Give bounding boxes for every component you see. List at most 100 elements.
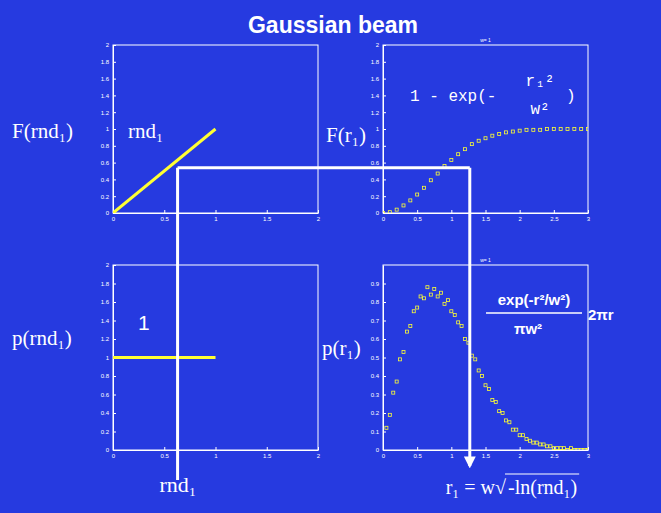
point bbox=[505, 131, 508, 134]
y-tick: 2 bbox=[376, 42, 386, 48]
x-tick-label: 1.5 bbox=[263, 453, 272, 459]
formula: r₁ = w√ bbox=[446, 476, 506, 498]
guide-line bbox=[176, 168, 179, 480]
plot-area bbox=[113, 357, 216, 358]
y-tick-label: 1 bbox=[106, 355, 110, 361]
y-tick-mark bbox=[113, 146, 116, 147]
y-tick: 0.2 bbox=[371, 410, 386, 416]
y-tick: 1.8 bbox=[101, 59, 116, 65]
y-tick-label: 1.4 bbox=[101, 318, 110, 324]
formula: -ln(rnd₁) bbox=[508, 476, 577, 499]
point bbox=[532, 441, 535, 444]
panel: 00.511.522.5300.10.20.30.40.50.60.70.80.… bbox=[371, 257, 591, 459]
y-tick-label: 0.6 bbox=[371, 336, 380, 342]
x-tick-mark bbox=[216, 447, 217, 450]
y-tick: 0.2 bbox=[371, 194, 386, 200]
x-tick-label: 1 bbox=[450, 453, 454, 459]
y-tick-mark bbox=[113, 450, 116, 451]
point bbox=[392, 391, 395, 394]
y-tick-mark bbox=[383, 302, 386, 303]
x-tick-label: 3 bbox=[587, 216, 591, 222]
point bbox=[573, 449, 576, 451]
x-tick-label: 2.5 bbox=[550, 453, 559, 459]
x-tick-mark bbox=[486, 447, 487, 450]
title: Gaussian beam bbox=[248, 12, 418, 38]
x-tick-label: 0 bbox=[112, 453, 116, 459]
y-tick-label: 2 bbox=[106, 262, 110, 268]
y-tick-mark bbox=[113, 432, 116, 433]
point bbox=[429, 293, 432, 296]
point bbox=[580, 128, 583, 131]
y-tick-label: 0.5 bbox=[371, 355, 380, 361]
y-tick: 0.4 bbox=[101, 177, 116, 183]
y-tick-label: 1.6 bbox=[101, 76, 110, 82]
x-tick-label: 0 bbox=[382, 216, 386, 222]
y-tick-mark bbox=[113, 179, 116, 180]
y-tick-mark bbox=[113, 79, 116, 80]
y-tick: 0.8 bbox=[101, 143, 116, 149]
x-tick: 0.5 bbox=[161, 210, 170, 222]
point bbox=[569, 447, 572, 450]
y-tick: 1.6 bbox=[101, 299, 116, 305]
point bbox=[436, 172, 439, 175]
y-tick: 1.2 bbox=[371, 110, 386, 116]
x-axis: 00.511.522.53 bbox=[382, 210, 591, 222]
point bbox=[535, 441, 538, 444]
y-tick-mark bbox=[383, 450, 386, 451]
x-tick-mark bbox=[554, 210, 555, 213]
y-tick-label: 1.8 bbox=[101, 281, 110, 287]
y-tick: 0.6 bbox=[101, 160, 116, 166]
x-tick-mark bbox=[486, 210, 487, 213]
figure: Gaussian beam 0 0.5 1 1.5 2 0 0.2 0.4 0.6 0.8 1 1.2 1… bbox=[0, 0, 661, 513]
point bbox=[409, 325, 412, 328]
y-tick: 0.6 bbox=[101, 392, 116, 398]
y-tick-mark bbox=[383, 432, 386, 433]
x-tick: 1.5 bbox=[482, 210, 491, 222]
y-tick: 0 bbox=[106, 447, 116, 453]
y-tick-label: 0.6 bbox=[101, 160, 110, 166]
point bbox=[484, 384, 487, 387]
plot-frame bbox=[113, 45, 318, 213]
y-tick-label: 0.2 bbox=[101, 429, 110, 435]
y-tick: 0.6 bbox=[371, 336, 386, 342]
y-tick-label: 0.6 bbox=[101, 392, 110, 398]
y-tick-mark bbox=[383, 284, 386, 285]
y-tick: 0.7 bbox=[371, 318, 386, 324]
formula: 1 - exp(- bbox=[410, 88, 496, 106]
y-tick: 0.1 bbox=[371, 429, 386, 435]
point bbox=[460, 325, 463, 328]
y-tick: 0 bbox=[376, 210, 386, 216]
formula: w² bbox=[530, 101, 549, 119]
x-tick: 1 bbox=[214, 447, 218, 459]
y-tick-mark bbox=[383, 196, 386, 197]
x-tick-label: 1 bbox=[450, 216, 454, 222]
y-tick-mark bbox=[113, 45, 116, 46]
point bbox=[385, 426, 388, 429]
x-tick: 3 bbox=[587, 447, 591, 459]
label: rnd₁ bbox=[128, 119, 163, 143]
y-tick: 0.2 bbox=[101, 429, 116, 435]
panel: 00.511.5200.20.40.60.811.21.41.61.82 bbox=[101, 262, 321, 459]
point bbox=[563, 447, 566, 450]
y-tick: 1.6 bbox=[101, 76, 116, 82]
point bbox=[552, 128, 555, 131]
point bbox=[505, 419, 508, 422]
point bbox=[525, 437, 528, 440]
y-tick-mark bbox=[113, 302, 116, 303]
x-tick: 2 bbox=[518, 447, 522, 459]
point bbox=[566, 449, 569, 451]
x-tick-label: 2.5 bbox=[550, 216, 559, 222]
x-tick-label: 0.5 bbox=[413, 453, 422, 459]
y-tick-label: 0.1 bbox=[371, 429, 380, 435]
point bbox=[522, 434, 525, 437]
y-tick-mark bbox=[383, 376, 386, 377]
x-tick-label: 0.5 bbox=[413, 216, 422, 222]
plot-area bbox=[383, 128, 588, 214]
y-tick-mark bbox=[383, 45, 386, 46]
y-tick-label: 0.6 bbox=[371, 160, 380, 166]
y-tick-label: 0 bbox=[376, 447, 380, 453]
plot-frame bbox=[383, 45, 588, 213]
y-tick-mark bbox=[113, 284, 116, 285]
point bbox=[395, 208, 398, 211]
x-tick: 0 bbox=[382, 210, 386, 222]
